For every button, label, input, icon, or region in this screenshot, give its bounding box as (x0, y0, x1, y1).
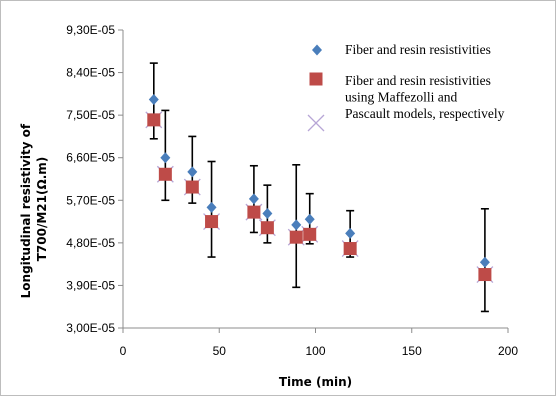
x-tick-label: 0 (120, 344, 127, 358)
square-point (147, 113, 161, 127)
legend-label-series-2-line: using Maffezolli and (345, 90, 457, 105)
y-tick-label: 9,30E-05 (66, 23, 115, 37)
square-point (260, 221, 274, 235)
axes (118, 29, 509, 333)
y-tick-label: 3,90E-05 (66, 278, 115, 292)
x-tick-label: 100 (305, 344, 325, 358)
square-point (205, 215, 219, 229)
diamond-point (187, 166, 198, 178)
diamond-point (262, 208, 273, 220)
y-axis-title-line-1: Longitudinal resistivity of (19, 123, 33, 298)
x-axis-title: Time (min) (279, 375, 352, 389)
y-tick-label: 3,00E-05 (66, 321, 115, 335)
diamond-point (160, 152, 171, 164)
x-tick-label: 50 (213, 344, 227, 358)
square-point (303, 227, 317, 241)
y-tick-label: 4,80E-05 (66, 236, 115, 250)
diamond-point (479, 256, 490, 268)
y-axis-title-line-2: T700/M21(Ω.m) (35, 157, 49, 262)
y-axis-title: Longitudinal resistivity of T700/M21(Ω.m… (19, 120, 49, 299)
legend: Fiber and resin resistivities Fiber and r… (307, 42, 505, 132)
diamond-point (248, 193, 259, 205)
x-tick-label: 150 (402, 344, 422, 358)
square-point (478, 268, 492, 282)
diamond-point (206, 201, 217, 213)
square-point (343, 242, 357, 256)
legend-label-series-2-line: Fiber and resin resistivities (345, 73, 491, 88)
y-tick-label: 8,40E-05 (66, 66, 115, 80)
square-point (289, 230, 303, 244)
tick-labels: 3,00E-05 3,90E-05 4,80E-05 5,70E-05 6,60E-05… (66, 23, 518, 358)
diamond-point (291, 219, 302, 231)
square-point (158, 167, 172, 181)
legend-diamond-marker (312, 44, 322, 56)
legend-label-series-2-line: Pascault models, respectively (345, 106, 505, 121)
x-tick-label: 200 (498, 344, 518, 358)
y-tick-label: 5,70E-05 (66, 193, 115, 207)
square-point (185, 180, 199, 194)
diamond-point (304, 213, 315, 225)
legend-label-series-1: Fiber and resin resistivities (345, 42, 491, 57)
diamond-point (148, 94, 159, 106)
legend-square-marker (309, 72, 323, 86)
diamond-point (345, 227, 356, 239)
x-marker-stroke (307, 114, 325, 132)
y-tick-label: 6,60E-05 (66, 151, 115, 165)
y-tick-label: 7,50E-05 (66, 108, 115, 122)
square-point (247, 205, 261, 219)
data-marks (145, 94, 494, 284)
